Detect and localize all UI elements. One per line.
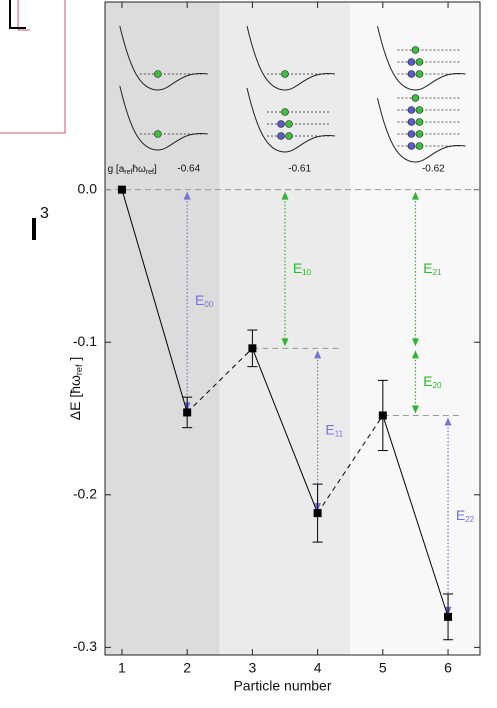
particle bbox=[416, 107, 423, 114]
y-tick-label: -0.3 bbox=[73, 638, 97, 654]
particle bbox=[416, 143, 423, 150]
x-tick-label: 6 bbox=[444, 660, 452, 676]
g-value: -0.62 bbox=[422, 164, 445, 175]
text-part: 21 bbox=[433, 268, 442, 277]
data-point bbox=[379, 411, 387, 419]
text-part: 22 bbox=[465, 515, 474, 524]
text-part: E bbox=[325, 421, 334, 437]
g-value: -0.61 bbox=[288, 164, 311, 175]
data-point bbox=[314, 509, 322, 517]
particle bbox=[412, 95, 419, 102]
text-part: 00 bbox=[204, 300, 213, 309]
data-point bbox=[118, 186, 126, 194]
particle bbox=[416, 131, 423, 138]
text-part: E bbox=[456, 507, 465, 523]
text-part: E bbox=[423, 373, 432, 389]
particle bbox=[408, 143, 415, 150]
particle bbox=[416, 59, 423, 66]
text-part: ref bbox=[146, 169, 154, 176]
y-tick-label: -0.2 bbox=[73, 486, 97, 502]
particle bbox=[286, 133, 293, 140]
y-tick-label: 0.0 bbox=[78, 180, 98, 196]
text-part: ħω bbox=[132, 164, 146, 175]
particle bbox=[416, 71, 423, 78]
y-tick-label: -0.1 bbox=[73, 333, 97, 349]
text-part: ref bbox=[74, 364, 84, 375]
x-tick-label: 1 bbox=[118, 660, 126, 676]
particle bbox=[154, 131, 161, 138]
particle bbox=[278, 121, 285, 128]
text-part: E bbox=[423, 260, 432, 276]
particle bbox=[154, 71, 161, 78]
particle bbox=[278, 133, 285, 140]
particle bbox=[408, 131, 415, 138]
data-point bbox=[444, 613, 452, 621]
particle bbox=[408, 71, 415, 78]
particle bbox=[282, 109, 289, 116]
text-part: E bbox=[195, 292, 204, 308]
particle bbox=[408, 107, 415, 114]
x-tick-label: 2 bbox=[183, 660, 191, 676]
x-axis-label: Particle number bbox=[233, 678, 331, 694]
particle bbox=[408, 119, 415, 126]
text-part: ] bbox=[154, 164, 157, 175]
particle bbox=[286, 121, 293, 128]
x-tick-label: 5 bbox=[379, 660, 387, 676]
text-part: E bbox=[293, 260, 302, 276]
x-tick-label: 3 bbox=[248, 660, 256, 676]
text-part: 20 bbox=[433, 381, 442, 390]
particle bbox=[282, 71, 289, 78]
text-part: g [a bbox=[108, 164, 125, 175]
cropped-mark bbox=[32, 218, 36, 240]
particle bbox=[412, 47, 419, 54]
g-value: -0.64 bbox=[177, 164, 200, 175]
text-part: 11 bbox=[335, 430, 344, 439]
text-part: 10 bbox=[302, 268, 311, 277]
cropped-text: 3 bbox=[40, 205, 49, 222]
text-part: ΔE [ħω bbox=[67, 375, 83, 420]
data-point bbox=[248, 344, 256, 352]
text-part: ] bbox=[67, 357, 83, 365]
particle bbox=[408, 59, 415, 66]
x-tick-label: 4 bbox=[314, 660, 322, 676]
data-point bbox=[183, 408, 191, 416]
y-axis-label: ΔE [ħωref ] bbox=[67, 357, 85, 420]
particle bbox=[416, 119, 423, 126]
text-part: ref bbox=[124, 169, 132, 176]
figure: 3 g [arefħωref]-0.64-0.61-0.620.0-0.1-0.… bbox=[0, 0, 497, 708]
